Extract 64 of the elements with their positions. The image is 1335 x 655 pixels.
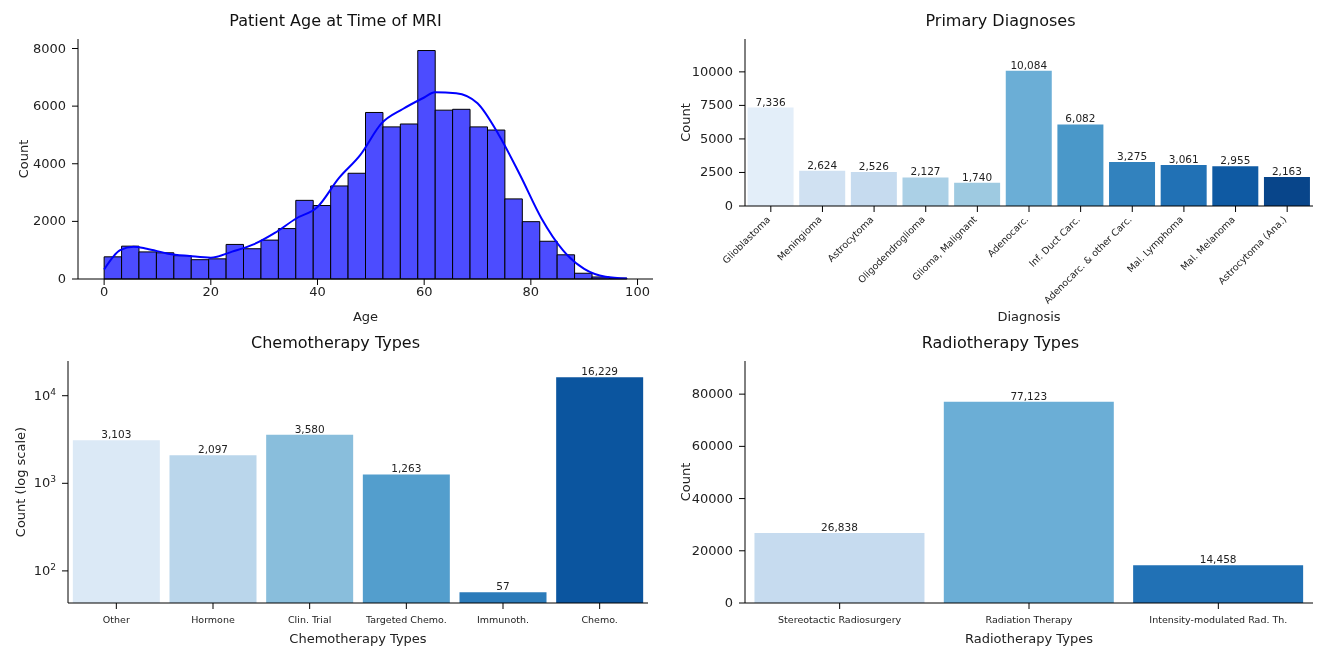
chart-title: Primary Diagnoses bbox=[924, 10, 1077, 32]
x-tick-label: Other bbox=[102, 614, 130, 625]
y-tick-label: 0 bbox=[724, 198, 733, 213]
x-tick-label: Immunoth. bbox=[477, 614, 529, 625]
data-label: 2,624 bbox=[807, 158, 838, 171]
x-axis-title: Chemotherapy Types bbox=[289, 631, 427, 646]
y-tick-label: 2000 bbox=[32, 213, 66, 229]
data-label: 6,082 bbox=[1065, 112, 1096, 125]
x-tick-label: Clin. Trial bbox=[287, 614, 332, 625]
x-tick-label: Stereotactic Radiosurgery bbox=[778, 614, 902, 625]
x-tick-label: Hormone bbox=[191, 614, 235, 625]
y-tick-label: 0 bbox=[724, 595, 733, 610]
data-label: 1,740 bbox=[962, 170, 993, 183]
data-label: 2,097 bbox=[197, 443, 229, 456]
y-tick-label: 10000 bbox=[691, 63, 733, 79]
x-tick-label: 0 bbox=[100, 284, 109, 300]
data-label: 77,123 bbox=[1010, 389, 1048, 402]
data-label: 16,229 bbox=[581, 365, 619, 378]
data-label: 3,103 bbox=[101, 428, 132, 441]
x-tick-label: 40 bbox=[309, 284, 326, 300]
chart-title: Radiotherapy Types bbox=[920, 332, 1081, 354]
y-tick-label: 7500 bbox=[699, 97, 733, 113]
data-label: 14,458 bbox=[1199, 553, 1237, 566]
x-tick-label: 80 bbox=[522, 284, 540, 300]
y-tick-label: 2500 bbox=[699, 164, 733, 180]
data-label: 7,336 bbox=[755, 95, 786, 108]
data-label: 26,838 bbox=[821, 520, 858, 533]
x-axis-title: Age bbox=[352, 309, 379, 324]
x-tick-label: 60 bbox=[415, 284, 433, 300]
x-tick-label: 100 bbox=[625, 284, 650, 300]
y-tick-label: 20000 bbox=[691, 542, 733, 558]
x-tick-label: Radiation Therapy bbox=[985, 614, 1073, 625]
data-label: 57 bbox=[496, 580, 510, 593]
y-tick-label: 8000 bbox=[32, 40, 66, 56]
data-label: 3,580 bbox=[294, 422, 325, 435]
x-tick-label: Chemo. bbox=[581, 614, 618, 625]
x-axis-title: Radiotherapy Types bbox=[965, 631, 1094, 646]
data-label: 10,084 bbox=[1010, 58, 1048, 71]
chart-title: Patient Age at Time of MRI bbox=[228, 10, 443, 32]
x-tick-label: Intensity-modulated Rad. Th. bbox=[1149, 614, 1288, 625]
y-axis-title: Count bbox=[15, 139, 31, 179]
data-label: 2,127 bbox=[910, 165, 941, 178]
x-axis-title: Diagnosis bbox=[997, 309, 1061, 324]
y-tick-label: 10$^{3}$ bbox=[33, 474, 57, 491]
y-tick-label: 6000 bbox=[32, 98, 66, 114]
data-label: 2,955 bbox=[1220, 154, 1251, 167]
data-label: 3,275 bbox=[1117, 150, 1148, 163]
y-tick-label: 10$^{4}$ bbox=[33, 386, 57, 403]
y-tick-label: 60000 bbox=[691, 438, 733, 454]
chart-title: Chemotherapy Types bbox=[250, 332, 421, 354]
data-label: 3,061 bbox=[1168, 152, 1199, 165]
y-axis-title: Count (log scale) bbox=[12, 426, 28, 538]
y-tick-label: 80000 bbox=[691, 386, 733, 402]
y-tick-label: 40000 bbox=[691, 490, 733, 506]
y-axis-title: Count bbox=[677, 462, 693, 502]
x-tick-label: Targeted Chemo. bbox=[364, 614, 447, 625]
data-label: 2,163 bbox=[1271, 164, 1302, 177]
y-axis-title: Count bbox=[677, 103, 693, 142]
y-tick-label: 5000 bbox=[699, 130, 733, 146]
data-label: 2,526 bbox=[858, 160, 890, 173]
x-tick-label: 20 bbox=[202, 284, 220, 300]
data-label: 1,263 bbox=[391, 462, 422, 475]
y-tick-label: 10$^{2}$ bbox=[33, 561, 56, 578]
y-tick-label: 4000 bbox=[32, 155, 66, 171]
